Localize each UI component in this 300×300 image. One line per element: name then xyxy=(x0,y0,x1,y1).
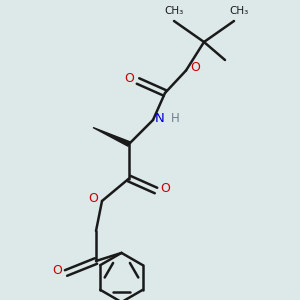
Text: O: O xyxy=(89,192,98,205)
Text: O: O xyxy=(160,182,170,196)
Text: CH₃: CH₃ xyxy=(164,5,184,16)
Text: H: H xyxy=(171,112,180,125)
Text: CH₃: CH₃ xyxy=(229,5,248,16)
Text: O: O xyxy=(124,71,134,85)
Polygon shape xyxy=(93,128,130,146)
Text: O: O xyxy=(52,263,62,277)
Text: O: O xyxy=(190,61,200,74)
Text: N: N xyxy=(155,112,164,125)
